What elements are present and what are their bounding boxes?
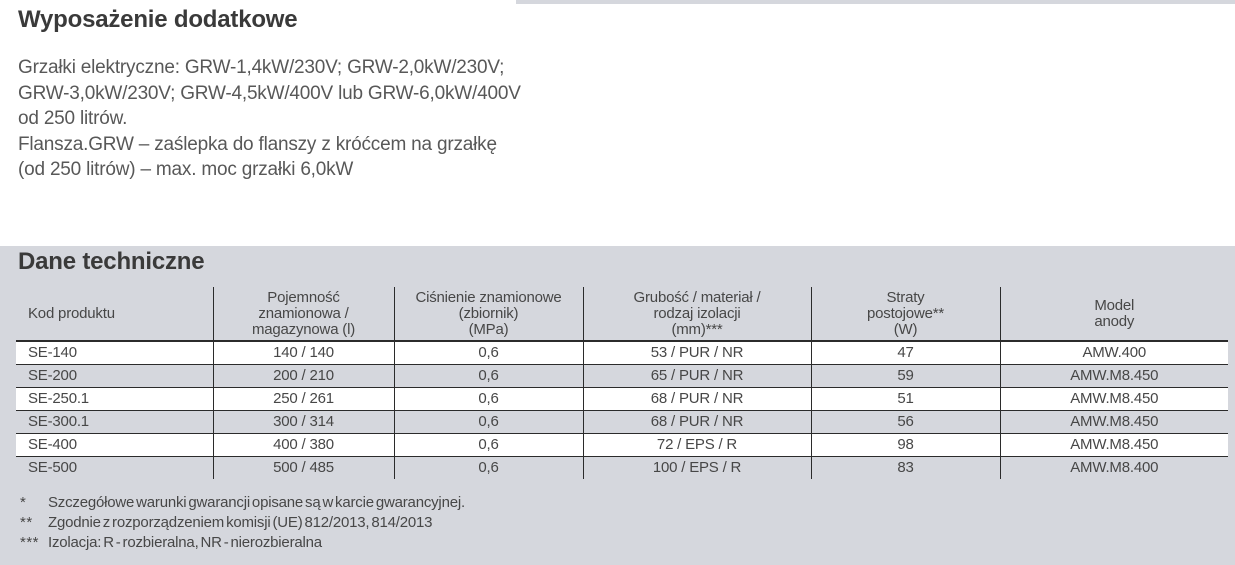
table-cell: SE-140: [16, 341, 213, 365]
column-header-straty: Straty postojowe** (W): [810, 287, 1000, 342]
table-cell: 140 / 140: [212, 341, 394, 365]
table-cell: 51: [810, 387, 1000, 411]
footnote-text: Zgodnie z rozporządzeniem komisji (UE) 8…: [48, 514, 433, 531]
table-cell: AMW.M8.450: [999, 387, 1228, 411]
table-cell: 65 / PUR / NR: [582, 364, 811, 388]
footnotes: * Szczegółowe warunki gwarancji opisane …: [20, 493, 465, 553]
footnote-text: Izolacja: R - rozbieralna, NR - nierozbi…: [48, 534, 322, 551]
table-cell: 56: [810, 410, 1000, 434]
table-cell: 59: [810, 364, 1000, 388]
footnote-marker: ***: [20, 534, 40, 551]
footnote: ** Zgodnie z rozporządzeniem komisji (UE…: [20, 513, 465, 533]
technical-section-title: Dane techniczne: [18, 248, 205, 275]
table-cell: SE-250.1: [16, 387, 213, 411]
table-cell: AMW.M8.400: [999, 456, 1228, 479]
table-cell: 200 / 210: [212, 364, 394, 388]
footnote: *** Izolacja: R - rozbieralna, NR - nier…: [20, 533, 465, 553]
table-row: SE-200 200 / 210 0,6 65 / PUR / NR 59 AM…: [16, 364, 1228, 388]
table-cell: 68 / PUR / NR: [582, 387, 811, 411]
equipment-section: Wyposażenie dodatkowe Grzałki elektryczn…: [18, 6, 618, 183]
table-cell: 72 / EPS / R: [582, 433, 811, 457]
footnote-text: Szczegółowe warunki gwarancji opisane są…: [48, 494, 465, 511]
table-cell: 0,6: [393, 433, 583, 457]
table-cell: 300 / 314: [212, 410, 394, 434]
table-cell: 83: [810, 456, 1000, 479]
table-cell: 0,6: [393, 387, 583, 411]
table-cell: AMW.400: [999, 341, 1228, 365]
column-header-model-anody: Model anody: [999, 287, 1228, 342]
footnote-marker: **: [20, 514, 33, 531]
table-cell: 100 / EPS / R: [582, 456, 811, 479]
equipment-section-title: Wyposażenie dodatkowe: [18, 6, 298, 33]
table-cell: 98: [810, 433, 1000, 457]
table-cell: AMW.M8.450: [999, 433, 1228, 457]
equipment-text-block: Grzałki elektryczne: GRW-1,4kW/230V; GRW…: [18, 55, 618, 183]
table-cell: 47: [810, 341, 1000, 365]
column-header-izolacja: Grubość / materiał / rodzaj izolacji (mm…: [582, 287, 811, 342]
table-cell: 0,6: [393, 341, 583, 365]
table-cell: 250 / 261: [212, 387, 394, 411]
table-row: SE-500 500 / 485 0,6 100 / EPS / R 83 AM…: [16, 456, 1228, 479]
technical-data-table: Kod produktu Pojemność znamionowa / maga…: [16, 287, 1228, 479]
equipment-text-line: od 250 litrów.: [18, 108, 128, 129]
column-header-pojemnosc: Pojemność znamionowa / magazynowa (l): [212, 287, 394, 342]
table-cell: 400 / 380: [212, 433, 394, 457]
table-cell: AMW.M8.450: [999, 410, 1228, 434]
table-cell: 0,6: [393, 410, 583, 434]
table-cell: 0,6: [393, 456, 583, 479]
technical-data-section: Dane techniczne Kod produktu Pojemność z…: [0, 246, 1235, 565]
table-cell: AMW.M8.450: [999, 364, 1228, 388]
page-top-strip: [516, 0, 1235, 4]
equipment-text-line: (od 250 litrów) – max. moc grzałki 6,0kW: [18, 159, 354, 180]
table-cell: 68 / PUR / NR: [582, 410, 811, 434]
footnote-marker: *: [20, 494, 27, 511]
table-row: SE-140 140 / 140 0,6 53 / PUR / NR 47 AM…: [16, 341, 1228, 365]
table-header-row: Kod produktu Pojemność znamionowa / maga…: [16, 287, 1228, 342]
table-cell: 0,6: [393, 364, 583, 388]
equipment-text-line: GRW-3,0kW/230V; GRW-4,5kW/400V lub GRW-6…: [18, 82, 521, 104]
table-row: SE-300.1 300 / 314 0,6 68 / PUR / NR 56 …: [16, 410, 1228, 434]
column-header-kod-produktu: Kod produktu: [16, 287, 213, 342]
footnote: * Szczegółowe warunki gwarancji opisane …: [20, 493, 465, 513]
equipment-text-line: Flansza.GRW – zaślepka do flanszy z króć…: [18, 133, 497, 155]
column-header-cisnienie: Ciśnienie znamionowe (zbiornik) (MPa): [393, 287, 583, 342]
table-cell: SE-500: [28, 459, 77, 477]
table-cell: SE-200: [16, 364, 213, 388]
table-cell: SE-400: [16, 433, 213, 457]
table-cell: 500 / 485: [212, 456, 394, 479]
equipment-text-line: Grzałki elektryczne: GRW-1,4kW/230V; GRW…: [18, 57, 505, 78]
table-row: SE-250.1 250 / 261 0,6 68 / PUR / NR 51 …: [16, 387, 1228, 411]
table-row: SE-400 400 / 380 0,6 72 / EPS / R 98 AMW…: [16, 433, 1228, 457]
table-cell: SE-300.1: [16, 410, 213, 434]
table-cell: 53 / PUR / NR: [582, 341, 811, 365]
